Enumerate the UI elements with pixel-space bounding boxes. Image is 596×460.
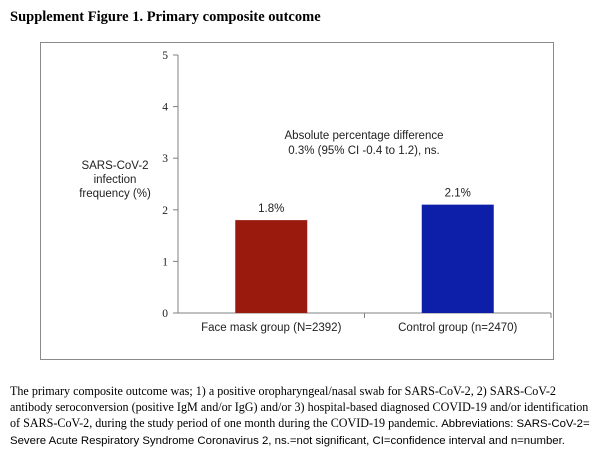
y-tick-label: 3 bbox=[162, 153, 168, 165]
y-tick-label: 4 bbox=[162, 102, 168, 114]
y-tick-label: 2 bbox=[162, 205, 168, 217]
bar-value-label: 2.1% bbox=[445, 188, 471, 200]
figure-title: Supplement Figure 1. Primary composite o… bbox=[10, 9, 321, 25]
y-tick-label: 0 bbox=[162, 308, 168, 320]
chart-frame: 0 1 2 3 4 5 SARS-CoV-2 infection frequency (%) 1.… bbox=[40, 42, 554, 360]
caption-line-3-text: of SARS-CoV-2, during the study period o… bbox=[10, 416, 442, 431]
y-tick-label: 1 bbox=[162, 256, 168, 268]
caption-line-3: of SARS-CoV-2, during the study period o… bbox=[10, 415, 592, 432]
bar-chart: 0 1 2 3 4 5 SARS-CoV-2 infection frequency (%) 1.… bbox=[79, 50, 552, 334]
figure-caption: The primary composite outcome was; 1) a … bbox=[10, 383, 592, 449]
annotation-line: Absolute percentage difference bbox=[285, 130, 444, 142]
y-axis-label-line: frequency (%) bbox=[79, 188, 151, 200]
annotation-line: 0.3% (95% CI -0.4 to 1.2), ns. bbox=[288, 145, 440, 157]
y-axis-label-line: infection bbox=[94, 174, 137, 186]
caption-line-1: The primary composite outcome was; 1) a … bbox=[10, 384, 556, 398]
caption-abbreviations-label: Abbreviations: SARS-CoV-2= bbox=[441, 418, 590, 431]
y-axis-label-line: SARS-CoV-2 bbox=[81, 160, 148, 172]
x-category-label: Control group (n=2470) bbox=[398, 322, 517, 334]
bar-1 bbox=[235, 220, 308, 313]
bar-2 bbox=[421, 204, 494, 313]
y-tick-label: 5 bbox=[162, 50, 168, 62]
x-category-label: Face mask group (N=2392) bbox=[201, 322, 341, 334]
caption-line-4: Severe Acute Respiratory Syndrome Corona… bbox=[10, 434, 565, 447]
caption-line-2: antibody seroconversion (positive IgM an… bbox=[10, 400, 589, 415]
bar-value-label: 1.8% bbox=[258, 203, 284, 215]
